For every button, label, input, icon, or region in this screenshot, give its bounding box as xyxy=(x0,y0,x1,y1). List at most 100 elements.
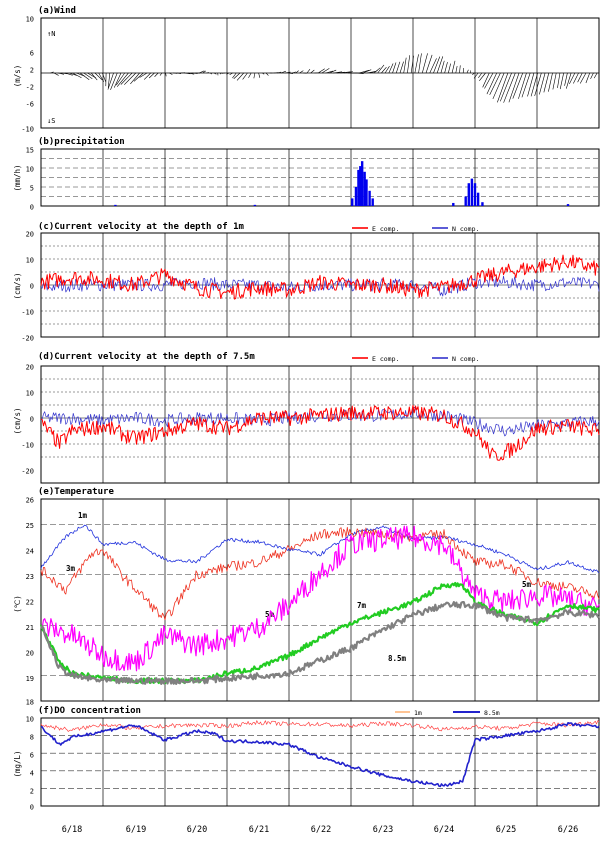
wind-vector xyxy=(68,72,77,76)
precip-frame xyxy=(40,148,600,207)
do-plot-area xyxy=(41,718,599,806)
cur75-title: (d)Current velocity at the depth of 7.5m xyxy=(38,351,255,362)
wind-vector xyxy=(295,70,299,74)
wind-vector xyxy=(448,63,451,74)
wind-vector xyxy=(90,72,98,81)
wind-vector xyxy=(508,72,520,103)
x-tick-label: 6/18 xyxy=(62,825,82,835)
precip-ytick: 5 xyxy=(30,185,34,193)
temp-ylabel: (℃) xyxy=(13,595,22,612)
wind-vector xyxy=(440,60,445,74)
wind-vector xyxy=(65,72,73,76)
wind-vector xyxy=(159,72,163,76)
wind-vector xyxy=(61,72,68,75)
wind-vector xyxy=(288,72,293,75)
wind-vector xyxy=(497,72,509,103)
wind-vector xyxy=(202,70,206,74)
cur1-ytick: -10 xyxy=(21,309,34,317)
wind-vector xyxy=(116,72,129,87)
wind-vector xyxy=(362,69,372,74)
temp-ytick: 21 xyxy=(26,624,34,632)
temp-ytick: 19 xyxy=(26,675,34,683)
wind-vector xyxy=(577,72,583,83)
wind-vector xyxy=(184,72,191,75)
cur1-series-n-comp- xyxy=(40,275,600,297)
x-tick-label: 6/21 xyxy=(249,825,269,835)
wind-vector xyxy=(466,69,469,74)
label-8-5m: 8.5m xyxy=(388,654,407,663)
x-tick-label: 6/20 xyxy=(187,825,207,835)
wind-vector xyxy=(410,55,414,74)
wind-vector xyxy=(593,72,598,79)
wind-vector xyxy=(317,68,325,74)
wind-vector xyxy=(120,72,133,85)
wind-vector xyxy=(473,72,479,79)
cur1-ytick: -20 xyxy=(21,335,34,343)
cur75-series-n-comp- xyxy=(40,406,600,437)
wind-vector xyxy=(242,72,248,80)
wind-vector xyxy=(72,72,82,78)
wind-vector xyxy=(280,70,286,74)
x-tick-label: 6/25 xyxy=(496,825,516,835)
x-tick-label: 6/19 xyxy=(126,825,146,835)
wind-vector xyxy=(191,72,198,74)
wind-vector xyxy=(499,72,512,102)
wind-vector xyxy=(579,72,587,84)
wind-vector xyxy=(459,65,461,74)
wind-vector xyxy=(299,70,304,74)
wind-vector xyxy=(57,72,65,75)
cur1-yticks: 20 10 0 -10 -20 xyxy=(21,231,34,343)
precip-bar xyxy=(481,202,484,206)
cur75-yticks: 20 10 0 -10 -20 xyxy=(21,364,34,476)
do-frame xyxy=(40,717,600,807)
wind-ytick: 2 xyxy=(30,67,34,75)
south-annotation: ↓S xyxy=(47,117,55,125)
precip-title: (b)precipitation xyxy=(38,136,125,147)
wind-vector xyxy=(479,72,486,81)
wind-vector xyxy=(329,69,337,74)
wind-vector xyxy=(116,72,125,86)
temp-frame xyxy=(40,498,600,702)
precip-yticks: 15 10 5 0 xyxy=(26,147,34,212)
wind-vector xyxy=(236,72,244,81)
wind-vector xyxy=(521,72,531,98)
temp-ytick: 22 xyxy=(26,599,34,607)
wind-vector xyxy=(292,71,296,74)
cur75-plot-area xyxy=(41,366,599,483)
wind-vector xyxy=(325,70,334,74)
wind-vector xyxy=(355,72,364,75)
cur1-series-e-comp- xyxy=(40,254,600,300)
cur75-ytick: -20 xyxy=(21,468,34,476)
wind-vector xyxy=(429,58,437,74)
do-ytick: 4 xyxy=(30,770,34,778)
wind-vector xyxy=(210,72,213,75)
precip-bar xyxy=(452,202,455,206)
wind-vector xyxy=(310,69,315,74)
legend-label-1m: 1m xyxy=(414,709,422,717)
wind-vector xyxy=(433,56,441,74)
precip-bar xyxy=(351,198,354,206)
x-axis-labels: 6/18 6/19 6/20 6/21 6/22 6/23 6/24 6/25 … xyxy=(62,825,578,835)
wind-vector xyxy=(110,72,118,90)
precip-ytick: 10 xyxy=(26,166,34,174)
label-7m: 7m xyxy=(357,601,367,610)
wind-vector xyxy=(133,72,144,82)
label-1m: 1m xyxy=(78,511,88,520)
temp-series-8-5m xyxy=(40,601,600,685)
wind-vector xyxy=(219,72,222,75)
wind-vector xyxy=(403,57,407,74)
do-series-1m xyxy=(40,720,600,732)
temp-ytick: 26 xyxy=(26,497,34,505)
cur75-ytick: 20 xyxy=(26,364,34,372)
wind-vector xyxy=(548,72,553,92)
panel-do: (f)DO concentration 1m 8.5m 10 8 6 4 2 0… xyxy=(13,705,600,812)
wind-vector xyxy=(573,72,579,84)
wind-vector xyxy=(590,72,594,79)
wind-vector xyxy=(198,70,205,74)
wind-vector xyxy=(248,72,252,78)
wind-vector xyxy=(425,54,433,74)
precip-bar xyxy=(470,178,474,206)
wind-vector xyxy=(213,72,217,75)
wind-vector xyxy=(107,72,114,90)
